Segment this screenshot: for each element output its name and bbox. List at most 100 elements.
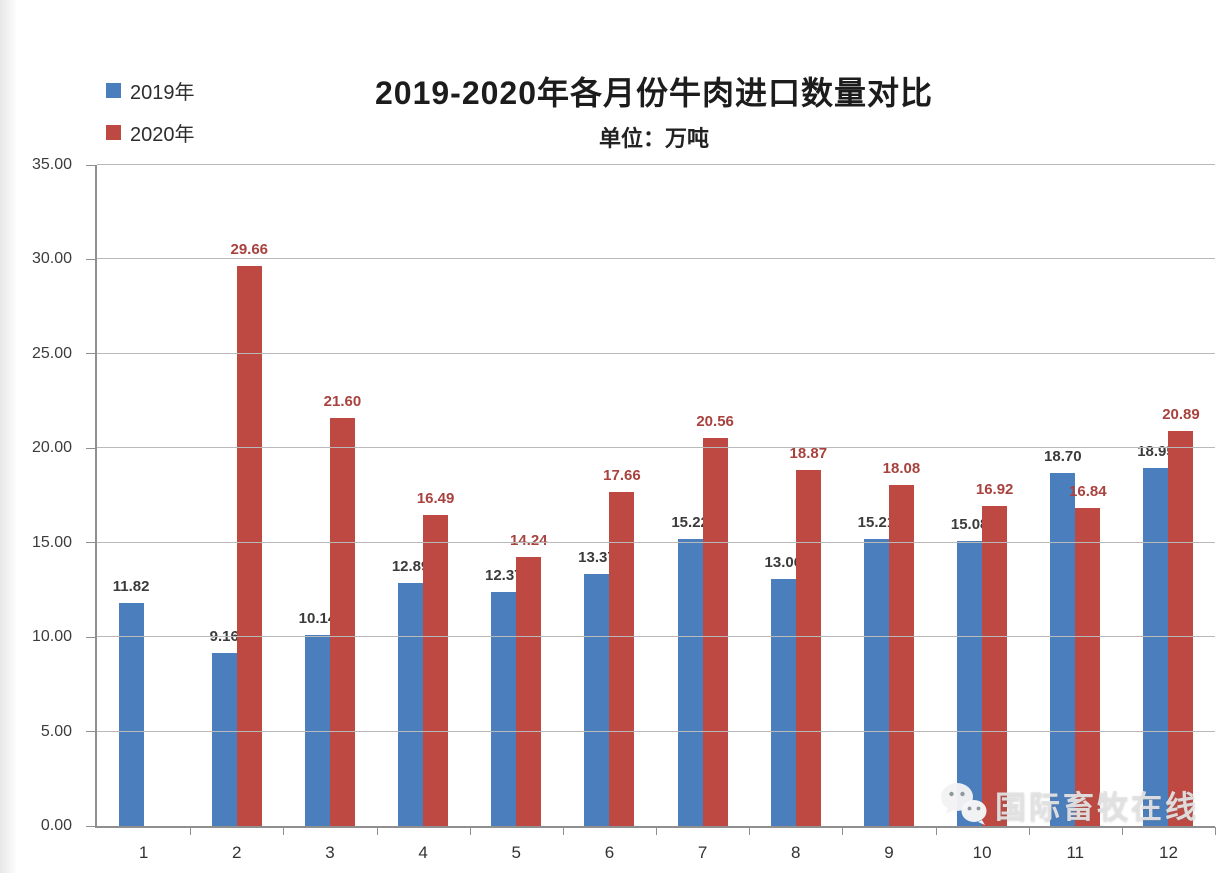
gridline-20 [97,447,1215,449]
value-label-2020-month-6: 17.66 [603,467,641,485]
legend-label-2020: 2020年 [130,124,195,146]
x-tick-label-2: 2 [232,843,242,862]
value-label-2020-month-3: 21.60 [323,393,362,411]
legend-swatch-2020 [106,125,121,140]
category-group-3: 10.14 21.60 3 [283,165,378,862]
bar-2019-month-10: 15.08 [951,516,988,826]
bar-2020-month-12: 20.89 [1162,406,1200,826]
x-tick-label-9: 9 [884,843,894,862]
value-label-2020-month-10: 16.92 [975,481,1014,499]
value-label-2019-month-11: 18.70 [1044,447,1082,465]
bar-2019-month-2: 9.16 [210,628,239,826]
category-group-12: 18.95 20.89 12 [1122,165,1217,862]
y-tick-35 [86,164,97,166]
value-label-2019-month-6: 13.37 [578,548,616,566]
x-tick-label-10: 10 [972,843,992,862]
y-tick-label-10: 10.00 [31,628,72,646]
value-label-2020-month-2: 29.66 [230,240,269,258]
gridline-10 [97,636,1215,638]
bar-2019-month-8: 13.06 [765,554,802,826]
legend-label-2019: 2019年 [130,82,195,104]
value-label-2020-month-5: 14.24 [509,532,548,550]
bar-2020-month-6: 17.66 [603,467,641,826]
plot-area: 11.82 1 9.16 29.66 2 10.14 21.60 3 12.89 16.49 4 12… [86,164,1217,862]
y-tick-label-25: 25.00 [31,344,72,362]
gridline-15 [97,541,1215,543]
value-label-2019-month-5: 12.37 [484,567,523,585]
y-tick-label-30: 30.00 [31,250,72,268]
y-tick-30 [86,258,97,260]
category-group-2: 9.16 29.66 2 [190,165,285,862]
value-label-2020-month-4: 16.49 [416,489,455,507]
value-label-2019-month-8: 13.06 [764,554,803,572]
y-tick-label-35: 35.00 [31,156,72,173]
wechat-icon [941,783,987,825]
category-group-9: 15.21 18.08 9 [842,165,937,862]
y-tick-5 [86,731,97,733]
bars: 11.82 1 9.16 29.66 2 10.14 21.60 3 12.89 16.49 4 12… [97,165,1217,862]
y-tick-10 [86,636,97,638]
bar-2019-month-3: 10.14 [299,610,336,826]
watermark: 国际畜牧在线 [938,781,1199,827]
legend-item-2019: 2019年 [106,76,195,105]
x-tick-label-8: 8 [791,843,801,862]
legend: 2019年 2020年 [106,76,195,160]
x-tick-label-6: 6 [604,843,615,862]
category-group-1: 11.82 1 [97,165,192,862]
gridline-35 [97,164,1215,165]
y-tick-0 [86,825,97,827]
value-label-2020-month-9: 18.08 [882,459,921,477]
x-tick-label-11: 11 [1066,843,1085,862]
title-block: 2019-2020年各月份牛肉进口数量对比 单位：万吨 [95,68,1213,153]
bar-2020-month-8: 18.87 [790,445,827,826]
category-group-5: 12.37 14.24 5 [470,165,565,862]
y-tick-label-20: 20.00 [31,439,72,457]
category-group-4: 12.89 16.49 4 [377,165,471,862]
bar-2019-month-11: 18.70 [1044,448,1082,826]
y-tick-25 [86,353,97,355]
chart-subtitle: 单位：万吨 [598,126,709,151]
legend-item-2020: 2020年 [106,118,195,147]
value-label-2020-month-12: 20.89 [1162,406,1200,424]
y-tick-label-0: 0.00 [40,817,72,834]
bar-2020-month-11: 16.84 [1069,483,1107,826]
bar-2020-month-3: 21.60 [324,393,361,826]
y-tick-15 [86,542,97,544]
bar-2020-month-4: 16.49 [417,490,454,826]
watermark-text: 国际畜牧在线 [995,789,1199,825]
y-tick-label-5: 5.00 [40,722,72,740]
bar-2019-month-5: 12.37 [485,567,523,826]
category-group-10: 15.08 16.92 10 [936,165,1030,862]
bar-2019-month-9: 15.21 [858,514,895,826]
gridline-5 [97,730,1215,732]
y-axis: 0.00 5.00 10.00 15.00 20.00 25.00 30.00 35.00 [0,156,80,834]
category-group-7: 15.22 20.56 7 [656,165,751,862]
value-label-2019-month-3: 10.14 [298,609,337,627]
value-label-2019-month-7: 15.22 [671,513,709,531]
page-edge-shadow [0,0,16,873]
x-tick-label-1: 1 [138,843,149,862]
y-tick-label-15: 15.00 [31,533,72,551]
value-label-2019-month-10: 15.08 [950,516,989,534]
bar-2019-month-1: 11.82 [113,578,149,826]
bar-2019-month-4: 12.89 [392,558,429,826]
bar-2019-month-12: 18.95 [1137,443,1175,826]
x-tick-label-4: 4 [418,843,428,862]
value-label-2019-month-9: 15.21 [857,513,896,531]
x-tick-label-7: 7 [697,843,708,862]
chart-title: 2019-2020年各月份牛肉进口数量对比 [374,75,934,111]
gridline-25 [97,352,1215,354]
category-group-6: 13.37 17.66 6 [563,165,658,862]
x-tick-label-5: 5 [511,843,521,862]
value-label-2019-month-4: 12.89 [391,557,430,575]
bar-2020-month-9: 18.08 [883,460,920,826]
bar-2020-month-7: 20.56 [696,413,734,826]
legend-swatch-2019 [106,83,121,98]
bar-2019-month-6: 13.37 [578,549,616,826]
bar-2020-month-10: 16.92 [976,481,1013,826]
x-tick-label-3: 3 [325,843,335,862]
value-label-2020-month-7: 20.56 [696,412,734,430]
bar-2019-month-7: 15.22 [671,514,709,826]
value-label-2020-month-11: 16.84 [1069,482,1107,500]
